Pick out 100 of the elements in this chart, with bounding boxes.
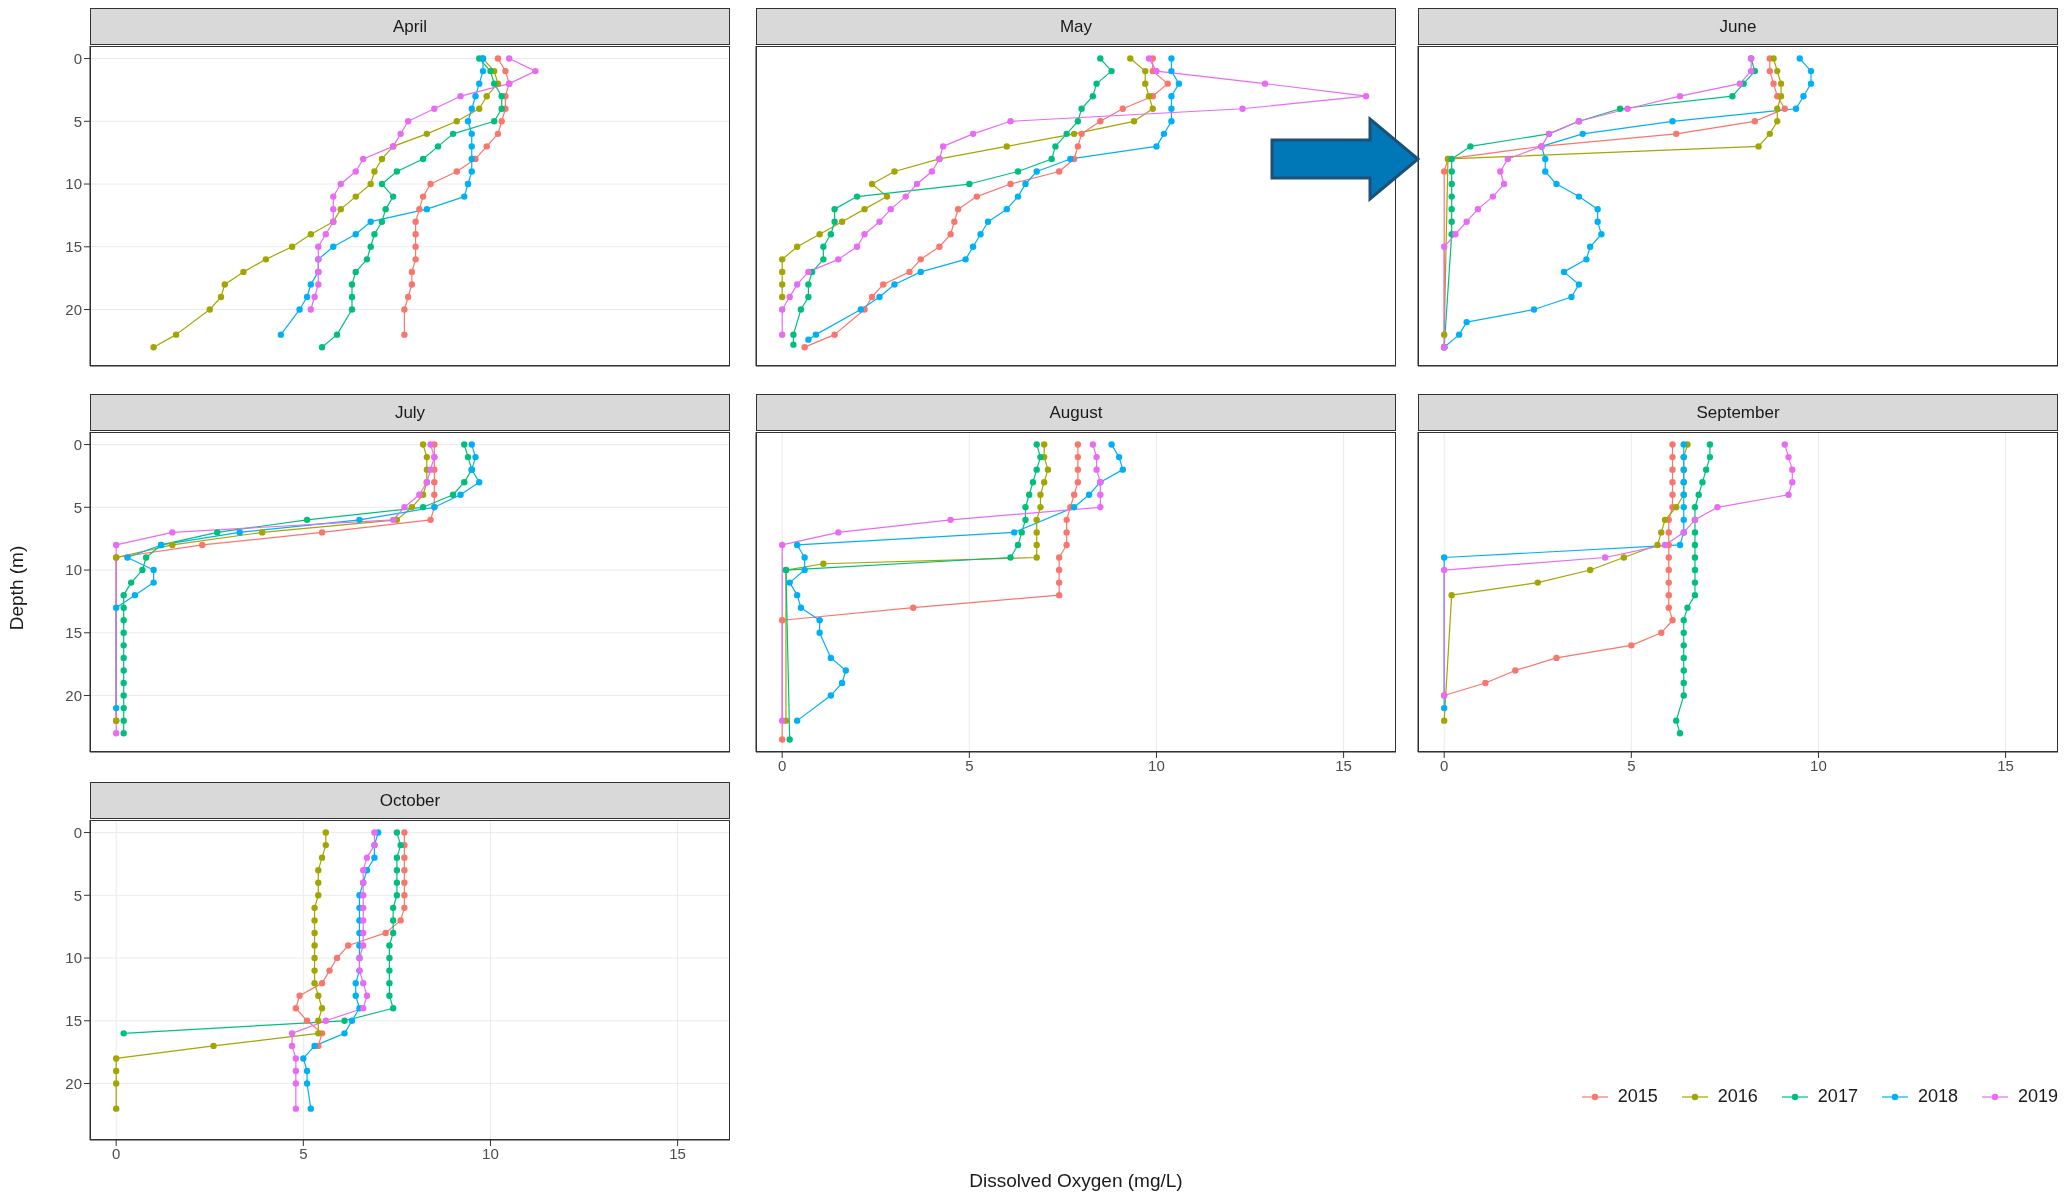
point <box>386 992 393 999</box>
point <box>371 829 378 836</box>
point <box>311 942 318 949</box>
point <box>969 130 977 138</box>
point <box>1702 466 1710 473</box>
point <box>491 118 498 125</box>
point <box>1751 118 1759 125</box>
point <box>793 281 801 288</box>
point <box>1119 105 1126 112</box>
point <box>790 341 797 348</box>
point <box>1033 466 1040 473</box>
chart-title: July <box>394 402 426 423</box>
point <box>779 541 786 549</box>
point <box>307 231 315 238</box>
point <box>1665 529 1672 536</box>
point <box>150 566 157 574</box>
point <box>1022 180 1029 188</box>
point <box>412 231 419 238</box>
x-tick-label: 15 <box>669 1144 686 1162</box>
point <box>120 667 127 674</box>
point <box>315 992 322 999</box>
point <box>348 281 356 288</box>
point <box>360 942 367 949</box>
point <box>1781 441 1788 448</box>
point <box>311 1042 318 1050</box>
point <box>1665 591 1672 599</box>
point <box>113 1105 120 1112</box>
point <box>913 180 921 188</box>
chart-title: August <box>1049 402 1103 423</box>
point <box>1085 491 1093 498</box>
point <box>120 704 127 712</box>
y-tick-label: 10 <box>65 175 82 193</box>
point <box>831 331 838 338</box>
y-tick-label: 5 <box>73 886 82 904</box>
point <box>311 293 318 301</box>
point <box>303 293 311 301</box>
point <box>367 218 374 225</box>
point <box>1037 453 1044 461</box>
point <box>169 529 176 536</box>
point <box>258 529 266 536</box>
point <box>816 629 823 636</box>
point <box>120 642 127 649</box>
point <box>113 1067 120 1075</box>
point <box>292 1080 300 1087</box>
point <box>120 604 127 611</box>
point <box>1441 717 1448 724</box>
point <box>127 579 135 586</box>
point <box>348 1017 356 1024</box>
point <box>472 93 479 100</box>
point <box>1777 80 1785 87</box>
point <box>277 331 285 338</box>
point <box>1063 130 1070 138</box>
point <box>330 193 337 200</box>
point <box>1261 80 1269 87</box>
point <box>1448 155 1455 163</box>
point <box>292 1005 300 1012</box>
point <box>779 306 786 313</box>
point <box>236 529 243 536</box>
point <box>1624 105 1631 112</box>
point <box>1108 67 1115 75</box>
point <box>431 491 438 498</box>
point <box>1691 554 1699 561</box>
point <box>1037 491 1044 498</box>
point <box>1665 579 1672 586</box>
point <box>393 829 401 836</box>
point <box>352 979 359 987</box>
point <box>1695 491 1702 498</box>
point <box>1074 441 1082 448</box>
point <box>1160 130 1168 138</box>
point <box>917 268 924 276</box>
point <box>1534 579 1541 586</box>
point <box>303 1080 311 1087</box>
point <box>352 992 359 999</box>
x-tick-label: 5 <box>299 1144 308 1162</box>
point <box>779 281 786 288</box>
point <box>838 218 846 225</box>
point <box>120 679 127 687</box>
point <box>1063 529 1070 536</box>
point <box>1706 441 1714 448</box>
point <box>1785 491 1792 498</box>
point <box>816 617 823 624</box>
point <box>1807 67 1815 75</box>
point <box>1785 453 1792 461</box>
point <box>386 967 393 974</box>
point <box>835 529 842 536</box>
chart-title: April <box>392 16 427 37</box>
point <box>1530 306 1538 313</box>
point <box>240 268 247 276</box>
x-tick-label: 10 <box>1810 756 1827 774</box>
point <box>311 917 318 924</box>
point <box>947 516 954 524</box>
point <box>401 854 408 861</box>
point <box>360 867 367 874</box>
point <box>1586 243 1594 250</box>
point <box>1579 130 1586 138</box>
point <box>479 67 487 75</box>
point <box>1441 704 1448 712</box>
point <box>333 954 341 962</box>
point <box>1658 629 1665 636</box>
point <box>468 441 475 448</box>
